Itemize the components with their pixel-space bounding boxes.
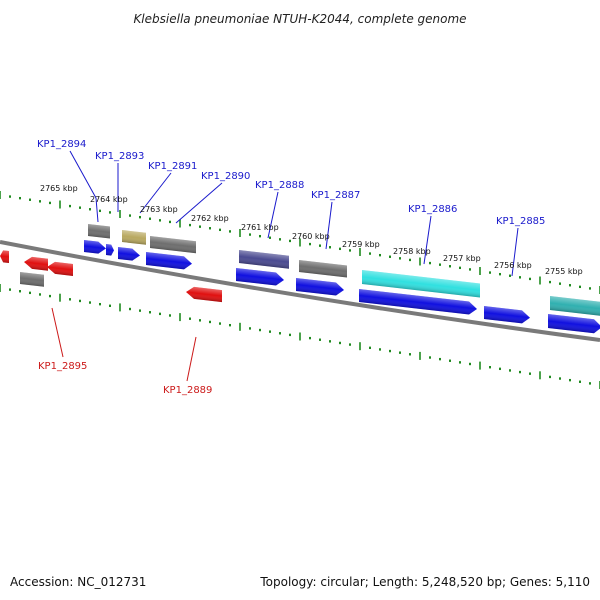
gene-blue[interactable]	[484, 306, 530, 324]
gene-khaki[interactable]	[122, 230, 146, 245]
genome-summary-text: Topology: circular; Length: 5,248,520 bp…	[259, 575, 590, 589]
scale-label: 2761 kbp	[241, 223, 279, 232]
gene-red[interactable]	[24, 256, 48, 271]
scale-label: 2755 kbp	[545, 267, 583, 276]
gene-grey[interactable]	[299, 260, 347, 278]
leader-line	[267, 191, 279, 239]
gene-label-kp1-2894[interactable]: KP1_2894	[37, 139, 86, 150]
gene-label-kp1-2888[interactable]: KP1_2888	[255, 180, 304, 191]
leader-line	[69, 150, 97, 199]
label-leader-lines	[51, 150, 519, 382]
scale-label: 2763 kbp	[140, 205, 178, 214]
scale-label: 2756 kbp	[494, 261, 532, 270]
gene-label-kp1-2893[interactable]: KP1_2893	[95, 151, 144, 162]
scale-label: 2762 kbp	[191, 214, 229, 223]
leader-line	[51, 307, 64, 358]
gene-label-kp1-2885[interactable]: KP1_2885	[496, 216, 545, 227]
leader-line	[511, 227, 519, 277]
gene-features	[0, 224, 600, 334]
scale-label: 2765 kbp	[40, 184, 78, 193]
gene-cyan[interactable]	[362, 270, 480, 298]
leader-line	[139, 172, 172, 214]
gene-blue[interactable]	[236, 268, 284, 286]
scale-label: 2758 kbp	[393, 247, 431, 256]
gene-blue[interactable]	[146, 252, 192, 270]
gene-label-kp1-2889[interactable]: KP1_2889	[163, 385, 212, 396]
gene-red[interactable]	[47, 261, 73, 276]
gene-red[interactable]	[0, 250, 9, 264]
leader-line	[186, 336, 197, 382]
scale-tick-rows	[0, 191, 600, 389]
scale-label: 2760 kbp	[292, 232, 330, 241]
gene-label-kp1-2887[interactable]: KP1_2887	[311, 190, 360, 201]
gene-grey[interactable]	[150, 236, 196, 254]
gene-blue[interactable]	[84, 240, 106, 255]
accession-text: Accession: NC_012731	[10, 575, 146, 589]
gene-grey[interactable]	[88, 224, 110, 239]
gene-blue[interactable]	[118, 247, 140, 262]
gene-teal[interactable]	[550, 296, 600, 316]
gene-navy[interactable]	[239, 250, 289, 269]
scale-label: 2764 kbp	[90, 195, 128, 204]
gene-red[interactable]	[186, 286, 222, 303]
gene-blue[interactable]	[296, 278, 344, 296]
leader-line	[95, 197, 99, 223]
leader-line	[423, 215, 432, 265]
scale-label: 2757 kbp	[443, 254, 481, 263]
gene-label-kp1-2886[interactable]: KP1_2886	[408, 204, 457, 215]
gene-label-kp1-2890[interactable]: KP1_2890	[201, 171, 250, 182]
scale-label: 2759 kbp	[342, 240, 380, 249]
leader-line	[175, 182, 223, 224]
gene-label-kp1-2891[interactable]: KP1_2891	[148, 161, 197, 172]
genome-backbone	[0, 240, 600, 342]
gene-blue[interactable]	[359, 289, 477, 315]
gene-blue[interactable]	[106, 244, 114, 256]
gene-label-kp1-2895[interactable]: KP1_2895	[38, 361, 87, 372]
gene-grey[interactable]	[20, 272, 44, 287]
gene-blue[interactable]	[548, 314, 600, 334]
leader-line	[325, 201, 333, 250]
map-title: Klebsiella pneumoniae NTUH-K2044, comple…	[133, 12, 466, 26]
